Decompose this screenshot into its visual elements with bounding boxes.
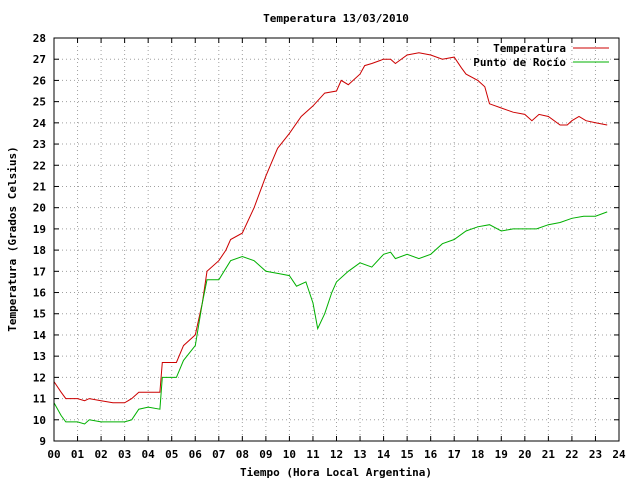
x-tick-label: 13	[353, 448, 366, 461]
y-tick-label: 10	[33, 414, 46, 427]
y-tick-label: 17	[33, 265, 46, 278]
series-line-0	[53, 52, 608, 404]
x-tick-label: 16	[424, 448, 438, 461]
x-tick-label: 20	[518, 448, 531, 461]
x-tick-label: 06	[189, 448, 203, 461]
x-tick-label: 08	[236, 448, 249, 461]
y-tick-label: 12	[33, 371, 46, 384]
tick-marks	[53, 37, 620, 442]
x-tick-label: 21	[542, 448, 556, 461]
y-tick-label: 23	[33, 138, 46, 151]
y-tick-label: 16	[33, 287, 47, 300]
y-tick-label: 20	[33, 202, 46, 215]
x-tick-label: 10	[283, 448, 296, 461]
y-axis-label: Temperatura (Grados Celsius)	[6, 146, 19, 331]
y-tick-label: 22	[33, 159, 46, 172]
y-tick-label: 25	[33, 96, 46, 109]
x-tick-label: 11	[306, 448, 320, 461]
x-tick-label: 09	[259, 448, 272, 461]
x-tick-label: 00	[47, 448, 60, 461]
y-tick-label: 14	[33, 329, 47, 342]
y-tick-labels: 9 10 11 12 13 14 15 16 17 18 19 20 21 22 23 24 25 26 27 28	[33, 32, 47, 448]
x-tick-label: 23	[589, 448, 602, 461]
y-tick-label: 18	[33, 244, 46, 257]
x-axis-label: Tiempo (Hora Local Argentina)	[240, 466, 432, 479]
y-tick-label: 11	[33, 393, 47, 406]
y-tick-label: 26	[33, 74, 47, 87]
x-tick-label: 02	[94, 448, 107, 461]
y-tick-label: 15	[33, 308, 46, 321]
y-tick-label: 28	[33, 32, 46, 45]
legend-label-1: Punto de Rocío	[473, 56, 566, 69]
x-tick-label: 24	[612, 448, 626, 461]
series-lines	[53, 52, 608, 425]
series-line-1	[53, 211, 608, 425]
x-tick-label: 15	[401, 448, 414, 461]
y-tick-label: 9	[39, 435, 46, 448]
y-tick-label: 19	[33, 223, 46, 236]
legend-label-0: Temperatura	[493, 42, 566, 55]
grid	[54, 38, 619, 441]
x-tick-label: 04	[142, 448, 156, 461]
x-tick-label: 03	[118, 448, 131, 461]
x-tick-labels: 00 01 02 03 04 05 06 07 08 09 10 11 12 13 14 15 16 17 18 19…	[47, 448, 626, 461]
x-tick-label: 12	[330, 448, 343, 461]
x-tick-label: 07	[212, 448, 225, 461]
x-tick-label: 17	[448, 448, 461, 461]
x-tick-label: 01	[71, 448, 85, 461]
x-tick-label: 05	[165, 448, 178, 461]
x-tick-label: 19	[495, 448, 508, 461]
y-tick-label: 13	[33, 350, 46, 363]
x-tick-label: 18	[471, 448, 484, 461]
chart-title: Temperatura 13/03/2010	[263, 12, 409, 25]
x-tick-label: 14	[377, 448, 391, 461]
x-tick-label: 22	[565, 448, 578, 461]
y-tick-label: 21	[33, 180, 47, 193]
y-tick-label: 27	[33, 53, 46, 66]
y-tick-label: 24	[33, 117, 47, 130]
